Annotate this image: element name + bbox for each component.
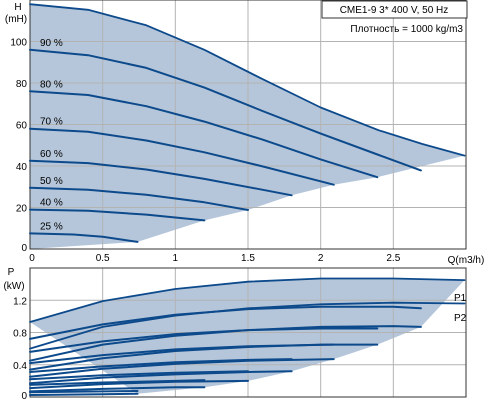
power-curve-p1-60-pct (29, 358, 293, 373)
head-curve-60-pct (29, 159, 293, 197)
head-x-tick-label: 0 (29, 253, 35, 264)
head-curve-label-60-pct: 60 % (40, 149, 63, 160)
head-curve-40-pct (29, 208, 206, 222)
head-curve-label-40-pct: 40 % (40, 198, 63, 209)
head-y-tick-label: 40 (16, 162, 28, 173)
head-curves (29, 3, 466, 243)
head-plot: 0 0.5 1 1.5 2 2.5 0 20 40 60 80 100 100 % 90 % 80 % 70 … (10, 0, 467, 264)
head-x-tick-label: 2 (318, 253, 324, 264)
head-curve-50-pct (29, 186, 249, 211)
head-y-axis-label: H (14, 2, 21, 13)
power-curve-p1-25-pct (29, 390, 139, 394)
head-curve-label-90-pct: 90 % (40, 38, 63, 49)
head-grid (29, 0, 467, 250)
power-y-axis-label: P (8, 267, 15, 278)
head-x-tick-label: 1 (173, 253, 179, 264)
power-curve-p2-40-pct (29, 386, 206, 393)
head-curve-70-pct (29, 127, 335, 186)
power-curve-p1-40-pct (29, 379, 206, 386)
head-curve-100-pct (29, 3, 466, 157)
head-x-tick-label: 1.5 (241, 253, 255, 264)
head-y-axis-unit: (mH) (5, 14, 27, 25)
p2-label: P2 (454, 313, 467, 324)
head-curve-90-pct (29, 48, 422, 172)
head-curve-label-50-pct: 50 % (40, 176, 63, 187)
head-curve-80-pct (29, 90, 379, 179)
power-curve-p2-50-pct (29, 379, 249, 390)
power-curve-p1-80-pct (29, 327, 379, 353)
head-curve-label-80-pct: 80 % (40, 79, 63, 90)
head-curve-label-25-pct: 25 % (40, 221, 63, 232)
power-curve-p1-70-pct (29, 343, 335, 365)
head-y-tick-label: 100 (10, 38, 27, 49)
power-ticks: 0 0.4 0.8 1.2 (13, 296, 27, 400)
head-y-tick-label: 80 (16, 79, 28, 90)
head-x-axis-label: Q(m3/h) (448, 255, 485, 266)
power-curve-p2-25-pct (29, 392, 139, 396)
p1-label: P1 (454, 293, 467, 304)
head-y-tick-label: 0 (21, 243, 27, 254)
head-y-tick-label: 20 (16, 204, 28, 215)
head-curve-25-pct (29, 232, 139, 243)
head-frame (29, 0, 467, 250)
power-y-tick-label: 0 (21, 391, 27, 400)
power-curve-p2-60-pct (29, 370, 293, 385)
power-y-tick-label: 0.4 (13, 361, 27, 372)
head-curve-label-100-pct: 100 % (40, 0, 68, 3)
power-frame (29, 267, 467, 398)
power-curve-p1-90-pct (29, 305, 422, 340)
power-curve-p1-100-pct (29, 277, 466, 323)
head-x-tick-label: 0.5 (96, 253, 110, 264)
head-y-tick-label: 60 (16, 121, 28, 132)
head-ticks: 0 0.5 1 1.5 2 2.5 0 20 40 60 80 100 100 % 90 % 80 % 70 … (10, 0, 400, 264)
pump-model-text: CME1-9 3* 400 V, 50 Hz (340, 5, 449, 16)
power-curve-p1-50-pct (29, 370, 249, 381)
info-box-frame (321, 0, 468, 19)
info-box: CME1-9 3* 400 V, 50 Hz Плотность = 1000 … (321, 0, 468, 35)
density-text: Плотность = 1000 kg/m3 (350, 24, 463, 35)
power-curves (29, 277, 466, 396)
head-curve-label-70-pct: 70 % (40, 117, 63, 128)
head-x-tick-label: 2.5 (386, 253, 400, 264)
power-y-tick-label: 0.8 (13, 329, 27, 340)
power-y-tick-label: 1.2 (13, 296, 27, 307)
power-y-axis-unit: (kW) (3, 281, 24, 292)
power-plot: 0 0.4 0.8 1.2 (13, 267, 467, 400)
